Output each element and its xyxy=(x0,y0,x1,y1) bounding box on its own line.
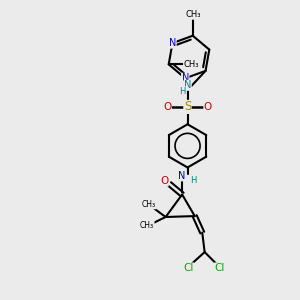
Text: N: N xyxy=(184,80,191,90)
Text: O: O xyxy=(204,102,212,112)
Text: S: S xyxy=(184,100,191,113)
Text: H: H xyxy=(190,176,196,185)
Text: N: N xyxy=(178,171,186,181)
Text: CH₃: CH₃ xyxy=(142,200,156,209)
Text: CH₃: CH₃ xyxy=(184,60,199,69)
Text: Cl: Cl xyxy=(183,263,194,273)
Text: O: O xyxy=(160,176,168,186)
Text: CH₃: CH₃ xyxy=(140,221,154,230)
Text: N: N xyxy=(169,38,176,48)
Text: H: H xyxy=(179,87,186,96)
Text: N: N xyxy=(182,73,189,83)
Text: O: O xyxy=(163,102,171,112)
Text: Cl: Cl xyxy=(214,263,225,273)
Text: CH₃: CH₃ xyxy=(185,10,200,19)
